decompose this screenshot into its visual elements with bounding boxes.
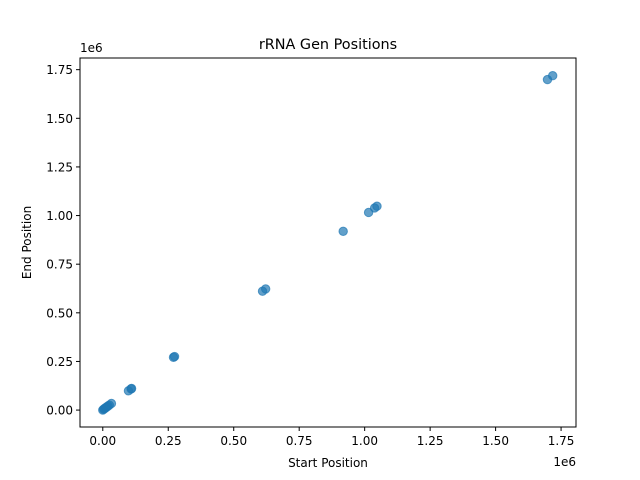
- x-tick-label: 1.75: [548, 434, 575, 448]
- x-tick-label: 0.25: [155, 434, 182, 448]
- x-tick-label: 1.50: [482, 434, 509, 448]
- data-point: [169, 351, 180, 362]
- data-point: [260, 284, 271, 294]
- y-tick-label: 1.75: [46, 63, 73, 77]
- y-axis-label: End Position: [20, 206, 34, 279]
- y-tick-label: 1.50: [46, 112, 73, 126]
- x-tick-label: 1.25: [417, 434, 444, 448]
- data-point: [372, 201, 382, 211]
- plot-area-frame: [79, 57, 577, 428]
- x-axis-offset-label: 1e6: [553, 455, 576, 469]
- data-point: [126, 383, 137, 394]
- chart-title: rRNA Gen Positions: [259, 37, 397, 53]
- y-tick-label: 0.75: [46, 258, 73, 272]
- y-tick-label: 1.00: [46, 209, 73, 223]
- x-axis-label: Start Position: [288, 456, 368, 470]
- data-point: [106, 398, 117, 409]
- y-axis-ticks: 0.00 0.25 0.50 0.75 1.00 1.25 1.50 1.75: [46, 63, 80, 418]
- data-points: [98, 71, 558, 415]
- y-axis-offset-label: 1e6: [80, 41, 103, 55]
- data-point: [338, 226, 348, 237]
- y-tick-label: 0.50: [46, 306, 73, 320]
- x-tick-label: 0.00: [89, 434, 116, 448]
- y-tick-label: 0.25: [46, 355, 73, 369]
- y-tick-label: 1.25: [46, 160, 73, 174]
- x-tick-label: 0.75: [286, 434, 313, 448]
- x-tick-label: 0.50: [220, 434, 247, 448]
- x-axis-ticks: 0.00 0.25 0.50 0.75 1.00 1.25 1.50 1.75: [89, 427, 574, 448]
- data-point: [547, 71, 558, 81]
- x-tick-label: 1.00: [351, 434, 378, 448]
- y-tick-label: 0.00: [46, 404, 73, 418]
